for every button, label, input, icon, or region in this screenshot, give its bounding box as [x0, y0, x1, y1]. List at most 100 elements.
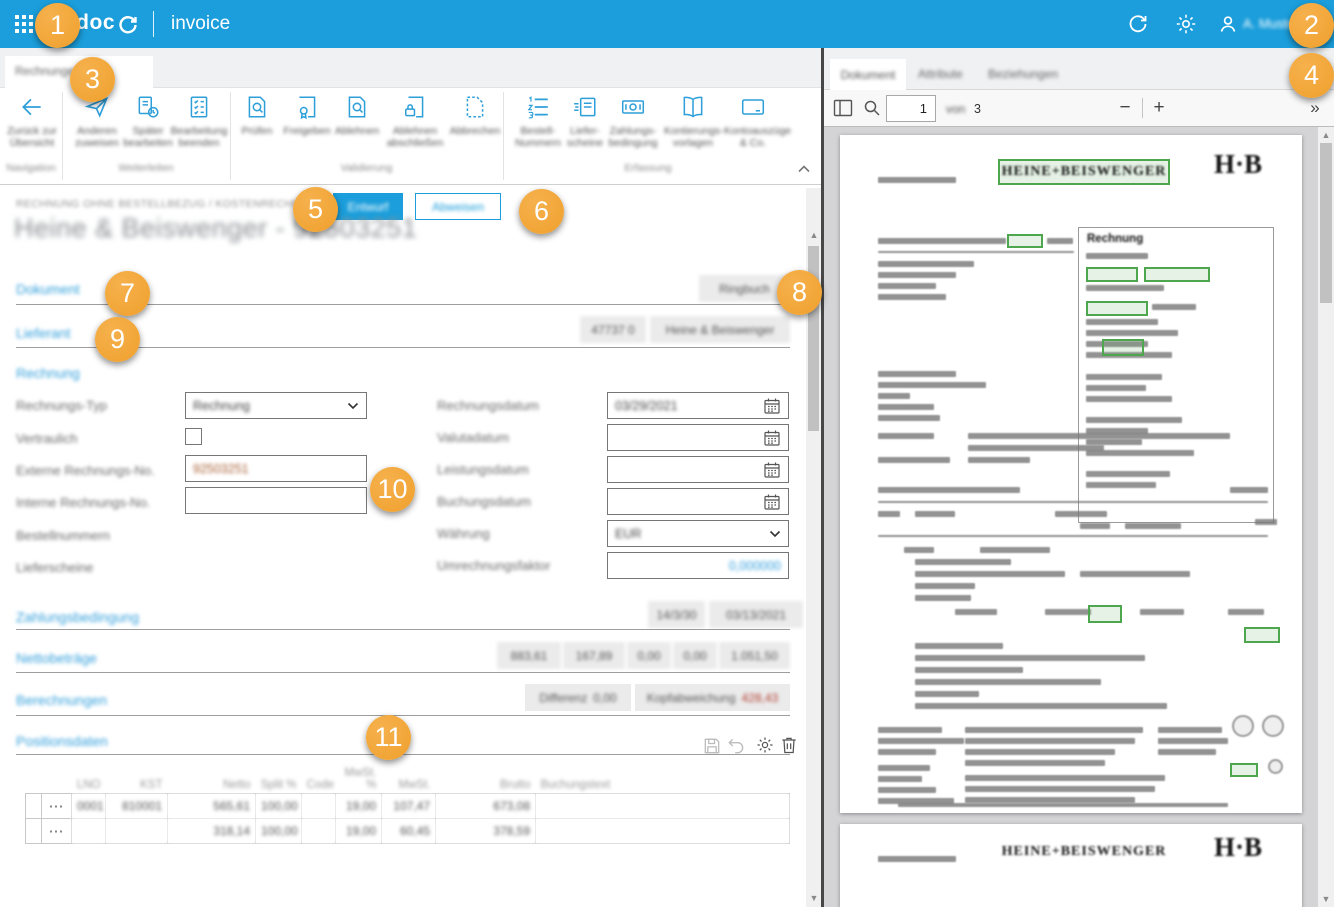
column-header: Brutto	[499, 779, 531, 791]
redacted-text-line	[878, 511, 900, 517]
section-nettobetraege-link[interactable]: Nettobeträge	[16, 650, 97, 666]
reject-button[interactable]: Abweisen	[415, 193, 501, 220]
tab-attribute[interactable]: Attribute	[918, 67, 963, 81]
undo-icon[interactable]	[726, 736, 746, 756]
rechnungsdatum-input[interactable]: 03/29/2021	[607, 392, 789, 419]
ribbon-payment-terms-button[interactable]: Zahlungs- bedingung	[604, 94, 662, 149]
ribbon-posting-templates-button[interactable]: Kontierungs- vorlagen	[664, 94, 724, 149]
collapse-ribbon-icon[interactable]	[796, 162, 812, 176]
netto-amount-chip[interactable]: 167,89	[563, 642, 625, 669]
ribbon-postpone-button[interactable]: Später bearbeiten	[119, 94, 177, 149]
netto-amount-chip[interactable]: 1.051,50	[719, 642, 790, 669]
expand-toolbar-button[interactable]: »	[1310, 98, 1320, 117]
rechnungs-typ-select[interactable]: Rechnung	[185, 392, 367, 419]
leistungsdatum-input[interactable]	[607, 456, 789, 483]
zahlungsbedingung-date-chip[interactable]: 03/13/2021	[709, 601, 803, 628]
gear-icon[interactable]	[1174, 12, 1198, 36]
tab-beziehungen[interactable]: Beziehungen	[988, 67, 1059, 81]
interne-rechnungs-no-input[interactable]	[185, 487, 367, 514]
waehrung-select[interactable]: EUR	[607, 520, 789, 547]
scrollbar-thumb[interactable]	[808, 246, 819, 431]
ribbon-check-button[interactable]: Prüfen	[228, 94, 286, 137]
section-positionsdaten-link[interactable]: Positionsdaten	[16, 733, 108, 749]
document-page-2[interactable]: HEINE+BEISWENGER H·B	[840, 824, 1302, 907]
row-menu-button[interactable]: ⋯	[41, 818, 72, 844]
calendar-icon[interactable]	[763, 397, 781, 415]
delivery-note-icon	[556, 94, 614, 122]
draft-button[interactable]: Entwurf	[333, 193, 403, 220]
calendar-icon[interactable]	[763, 461, 781, 479]
section-rechnung-link[interactable]: Rechnung	[16, 365, 80, 381]
scroll-down-arrow[interactable]: ▼	[1321, 894, 1331, 904]
lieferant-name-chip[interactable]: Heine & Beiswenger	[650, 316, 790, 343]
extracted-value-highlight	[1144, 267, 1210, 282]
externe-rechnungs-no-input[interactable]: 92503251	[185, 455, 367, 482]
redacted-text-line	[965, 797, 1135, 803]
ribbon-forward-button[interactable]: Anderen zuweisen	[68, 94, 126, 149]
scroll-down-arrow[interactable]: ▼	[809, 893, 819, 903]
row-menu-button[interactable]: ⋯	[41, 793, 72, 819]
ribbon-reject-final-button[interactable]: Ablehnen abschließen	[386, 94, 444, 149]
search-icon[interactable]	[863, 99, 881, 117]
extracted-value-highlight	[1230, 763, 1258, 777]
username-label[interactable]: A. Muster	[1243, 16, 1299, 31]
chevron-down-icon	[769, 530, 781, 537]
zoom-out-button[interactable]: −	[1119, 97, 1131, 118]
scrollbar-thumb[interactable]	[1320, 143, 1332, 303]
valutadatum-input[interactable]	[607, 424, 789, 451]
preview-scrollbar[interactable]: ▲ ▼	[1318, 127, 1334, 907]
column-header: Netto	[223, 779, 251, 791]
page-number-input[interactable]: 1	[886, 95, 936, 122]
ribbon-approve-button[interactable]: Freigeben	[278, 94, 336, 137]
annotation-badge: 8	[777, 270, 822, 315]
buchungsdatum-input[interactable]	[607, 488, 789, 515]
redacted-text-line	[878, 404, 934, 410]
sidebar-toggle-icon[interactable]	[833, 99, 853, 117]
ribbon-toolbar: Zurück zur Übersicht Navigation Anderen …	[0, 88, 822, 185]
ribbon-delivery-notes-button[interactable]: Liefer- scheine	[556, 94, 614, 149]
tab-dokument[interactable]: Dokument	[830, 59, 906, 90]
save-icon[interactable]	[702, 736, 722, 756]
scroll-up-arrow[interactable]: ▲	[1321, 130, 1331, 140]
zahlungsbedingung-terms-chip[interactable]: 14/3/30	[648, 601, 705, 628]
ribbon-cancel-button[interactable]: Abbrechen	[446, 94, 504, 137]
form-scrollbar[interactable]: ▲ ▼	[806, 188, 821, 907]
section-berechnungen-link[interactable]: Berechnungen	[16, 692, 108, 708]
table-settings-gear-icon[interactable]	[755, 735, 775, 755]
redacted-text-line	[965, 775, 1165, 781]
app-launcher-icon[interactable]	[12, 12, 36, 36]
redacted-text-line	[965, 749, 1115, 755]
calendar-icon[interactable]	[763, 493, 781, 511]
zoom-in-button[interactable]: +	[1153, 97, 1165, 118]
field-label: Vertraulich	[16, 431, 78, 446]
netto-amount-chip[interactable]: 883,61	[497, 642, 561, 669]
netto-amount-chip[interactable]: 0,00	[627, 642, 671, 669]
ribbon-checklist-button[interactable]: Bearbeitung beenden	[170, 94, 228, 149]
umrechnungsfaktor-input[interactable]: 0,000000	[607, 552, 789, 579]
ribbon-group-divider	[230, 92, 231, 180]
redacted-text-line	[878, 457, 950, 463]
section-lieferant-link[interactable]: Lieferant	[16, 325, 71, 341]
lieferant-number-chip[interactable]: 47737 0	[580, 316, 646, 343]
ribbon-bank-statements-button[interactable]: Kontoauszüge & Co.	[724, 94, 791, 149]
scroll-up-arrow[interactable]: ▲	[809, 230, 819, 240]
dokument-chip[interactable]: Ringbuch	[699, 275, 790, 302]
section-zahlungsbedingung-link[interactable]: Zahlungsbedingung	[16, 609, 139, 625]
section-dokument-link[interactable]: Dokument	[16, 281, 80, 297]
user-icon[interactable]	[1216, 12, 1240, 36]
ribbon-group-divider	[62, 92, 63, 180]
differenz-chip[interactable]: Differenz 0,00	[525, 684, 631, 711]
ribbon-back-button[interactable]: Zurück zur Übersicht	[3, 94, 61, 149]
kopfabweichung-chip[interactable]: Kopfabweichung 428,43	[635, 684, 790, 711]
calendar-icon[interactable]	[763, 429, 781, 447]
vertraulich-checkbox[interactable]	[185, 428, 202, 445]
ribbon-reject-button[interactable]: Ablehnen	[328, 94, 386, 137]
netto-amount-chip[interactable]: 0,00	[673, 642, 717, 669]
trash-icon[interactable]	[779, 735, 799, 755]
refresh-icon[interactable]	[1126, 12, 1150, 36]
credit-card-icon	[724, 94, 782, 122]
document-page-1[interactable]: HEINE+BEISWENGER H·B Rechnung	[840, 135, 1302, 813]
redacted-text-line	[1255, 519, 1277, 525]
ribbon-order-numbers-button[interactable]: Bestell- Nummern	[509, 94, 567, 149]
company-logo: H·B	[1214, 832, 1263, 862]
